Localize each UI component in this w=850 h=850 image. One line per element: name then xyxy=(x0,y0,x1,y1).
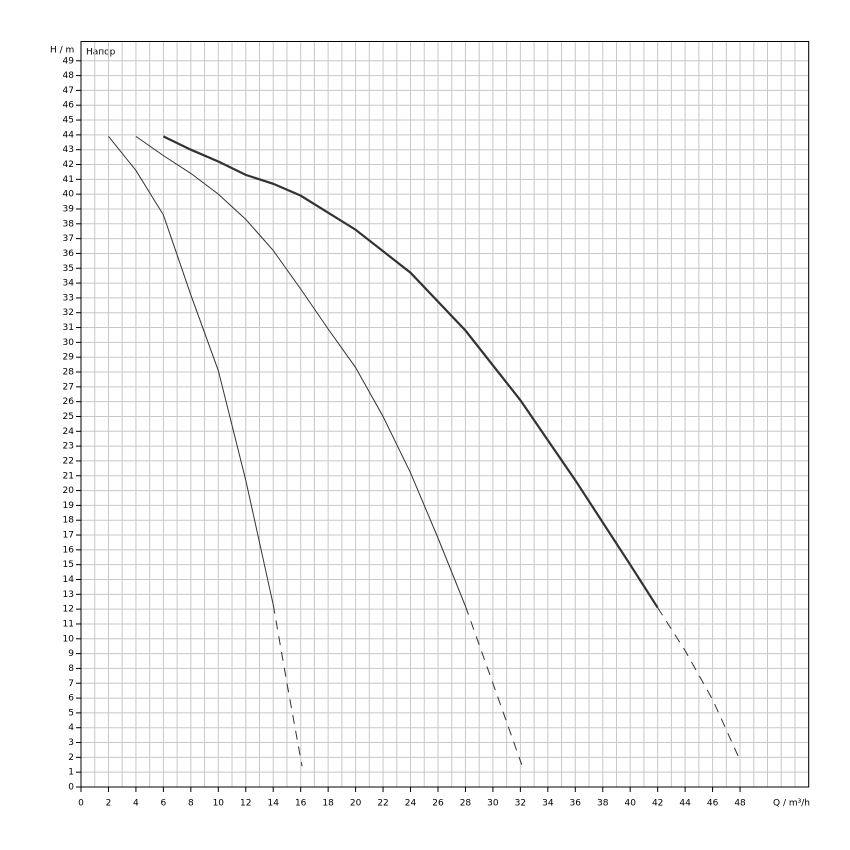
x-tick-label: 42 xyxy=(652,799,663,809)
pump-curve xyxy=(272,604,303,767)
y-tick-label: 41 xyxy=(63,175,74,185)
pump-curve xyxy=(162,135,659,609)
y-tick-label: 29 xyxy=(63,353,75,363)
x-tick-label: 34 xyxy=(542,799,554,809)
x-tick-label: 18 xyxy=(322,799,334,809)
x-tick-label: 48 xyxy=(734,799,746,809)
x-tick-label: 28 xyxy=(460,799,472,809)
y-tick-label: 31 xyxy=(63,323,74,333)
pump-curve xyxy=(135,135,466,607)
x-tick-label: 32 xyxy=(515,799,526,809)
y-tick-label: 1 xyxy=(68,768,74,778)
x-tick-label: 6 xyxy=(161,799,167,809)
y-tick-label: 3 xyxy=(68,738,74,748)
y-tick-label: 2 xyxy=(68,753,74,763)
y-tick-label: 13 xyxy=(63,590,74,600)
y-tick-label: 23 xyxy=(63,442,74,452)
y-tick-label: 20 xyxy=(63,486,75,496)
pump-curve xyxy=(108,136,274,605)
y-tick-label: 49 xyxy=(63,56,75,66)
y-tick-label: 5 xyxy=(68,708,74,718)
y-tick-label: 44 xyxy=(63,130,75,140)
x-tick-label: 24 xyxy=(405,799,417,809)
y-tick-label: 43 xyxy=(63,145,74,155)
x-tick-label: 26 xyxy=(432,799,444,809)
x-tick-label: 40 xyxy=(624,799,636,809)
y-tick-label: 0 xyxy=(68,783,74,793)
y-tick-label: 10 xyxy=(63,634,75,644)
y-axis-label: H / m xyxy=(50,46,74,56)
x-tick-label: 46 xyxy=(707,799,719,809)
y-tick-label: 38 xyxy=(63,219,75,229)
x-tick-label: 44 xyxy=(679,799,691,809)
y-tick-label: 32 xyxy=(63,308,74,318)
y-tick-label: 27 xyxy=(63,382,74,392)
y-tick-label: 9 xyxy=(68,649,74,659)
x-tick-label: 38 xyxy=(597,799,609,809)
x-axis-label: Q / m³/h xyxy=(773,799,810,809)
y-tick-label: 39 xyxy=(63,204,75,214)
y-tick-label: 16 xyxy=(63,545,75,555)
x-tick-label: 16 xyxy=(295,799,307,809)
y-tick-label: 6 xyxy=(68,694,74,704)
y-tick-label: 19 xyxy=(63,501,75,511)
x-tick-label: 12 xyxy=(240,799,251,809)
y-tick-label: 11 xyxy=(63,619,74,629)
x-tick-label: 0 xyxy=(78,799,84,809)
y-tick-label: 4 xyxy=(68,723,74,733)
y-tick-label: 14 xyxy=(63,575,75,585)
annotation: Напор xyxy=(86,48,116,58)
y-tick-label: 24 xyxy=(63,427,75,437)
plot-frame xyxy=(80,41,810,788)
y-tick-label: 37 xyxy=(63,234,74,244)
y-tick-label: 15 xyxy=(63,560,74,570)
y-tick-label: 26 xyxy=(63,397,75,407)
y-tick-label: 21 xyxy=(63,471,74,481)
x-tick-label: 20 xyxy=(350,799,362,809)
y-tick-label: 30 xyxy=(63,338,75,348)
y-tick-label: 17 xyxy=(63,531,74,541)
y-tick-label: 12 xyxy=(63,605,74,615)
y-tick-label: 40 xyxy=(63,190,75,200)
y-tick-label: 35 xyxy=(63,264,74,274)
x-tick-label: 8 xyxy=(188,799,194,809)
y-tick-label: 46 xyxy=(63,101,75,111)
pump-curve xyxy=(464,606,523,765)
y-tick-label: 36 xyxy=(63,249,75,259)
y-tick-label: 42 xyxy=(63,160,74,170)
y-tick-label: 8 xyxy=(68,664,74,674)
x-tick-label: 14 xyxy=(267,799,279,809)
y-tick-label: 28 xyxy=(63,368,75,378)
x-tick-label: 30 xyxy=(487,799,499,809)
y-tick-label: 25 xyxy=(63,412,74,422)
x-tick-label: 2 xyxy=(106,799,112,809)
x-tick-label: 4 xyxy=(133,799,139,809)
y-tick-label: 45 xyxy=(63,116,74,126)
y-tick-label: 47 xyxy=(63,86,74,96)
x-tick-label: 22 xyxy=(377,799,388,809)
y-tick-label: 48 xyxy=(63,71,75,81)
y-tick-label: 34 xyxy=(63,279,75,289)
y-tick-label: 18 xyxy=(63,516,75,526)
x-tick-label: 36 xyxy=(570,799,582,809)
x-tick-label: 10 xyxy=(213,799,225,809)
y-tick-label: 22 xyxy=(63,456,74,466)
y-tick-label: 33 xyxy=(63,293,74,303)
y-tick-label: 7 xyxy=(68,679,74,689)
